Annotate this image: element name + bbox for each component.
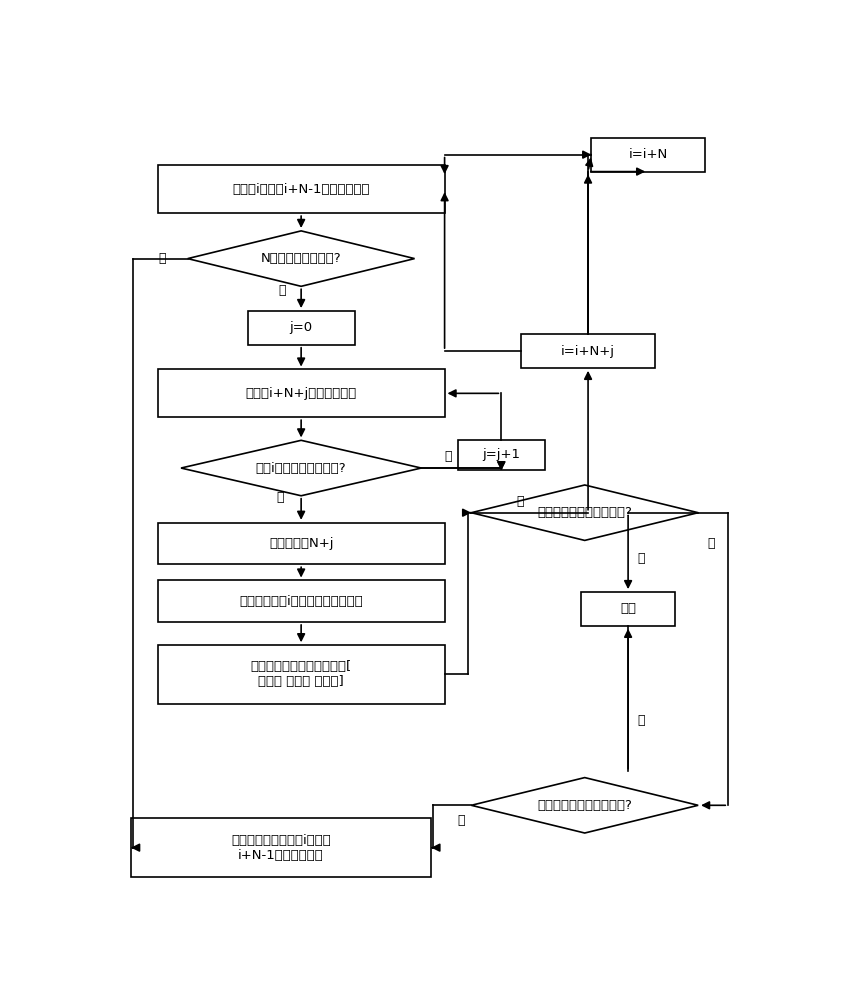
Text: 是: 是 (444, 450, 452, 463)
Text: j=j+1: j=j+1 (482, 448, 520, 461)
Bar (158, 645, 444, 704)
Text: 行程码等于第i个待压缩数据的数值: 行程码等于第i个待压缩数据的数值 (239, 595, 363, 608)
Text: 否: 否 (457, 814, 465, 827)
Text: N个待压缩数据相等?: N个待压缩数据相等? (261, 252, 342, 265)
Text: 读取第i个至第i+N-1个待压缩数据: 读取第i个至第i+N-1个待压缩数据 (232, 183, 370, 196)
Text: j=0: j=0 (289, 321, 313, 334)
Text: 与第i个待压缩数据相等?: 与第i个待压缩数据相等? (256, 462, 346, 475)
Text: 读取第i+N+j个待压缩数据: 读取第i+N+j个待压缩数据 (245, 387, 356, 400)
Bar (158, 369, 444, 417)
Text: 否: 否 (158, 252, 166, 265)
Text: 否: 否 (517, 495, 523, 508)
Bar (158, 165, 444, 213)
Text: 结束: 结束 (620, 602, 636, 615)
Polygon shape (188, 231, 414, 286)
Bar (131, 818, 431, 877)
Text: 是: 是 (638, 552, 645, 565)
Polygon shape (471, 485, 698, 540)
Text: i=i+N: i=i+N (629, 148, 668, 161)
Bar (158, 523, 444, 564)
Polygon shape (181, 440, 421, 496)
Text: 行程长等于N+j: 行程长等于N+j (269, 537, 333, 550)
Bar (158, 580, 444, 622)
Text: 所有待压缩数据读取完成?: 所有待压缩数据读取完成? (537, 506, 632, 519)
Text: 是: 是 (279, 284, 286, 297)
Bar (521, 334, 654, 368)
Text: 所有待压缩数据读取完成?: 所有待压缩数据读取完成? (537, 799, 632, 812)
Text: 是: 是 (638, 714, 645, 727)
Bar (592, 138, 705, 172)
Text: 否: 否 (708, 537, 715, 550)
Text: 否: 否 (276, 491, 283, 504)
Bar (581, 592, 675, 626)
Bar (458, 440, 545, 470)
Text: 在压缩文件中写入第i个至第
i+N-1个待压缩数据: 在压缩文件中写入第i个至第 i+N-1个待压缩数据 (232, 834, 331, 862)
Polygon shape (471, 778, 698, 833)
Text: i=i+N+j: i=i+N+j (561, 344, 615, 358)
Text: 在压缩文件中写入压缩数据[
标志位 行程长 行程码]: 在压缩文件中写入压缩数据[ 标志位 行程长 行程码] (251, 660, 352, 688)
Bar (248, 311, 355, 345)
